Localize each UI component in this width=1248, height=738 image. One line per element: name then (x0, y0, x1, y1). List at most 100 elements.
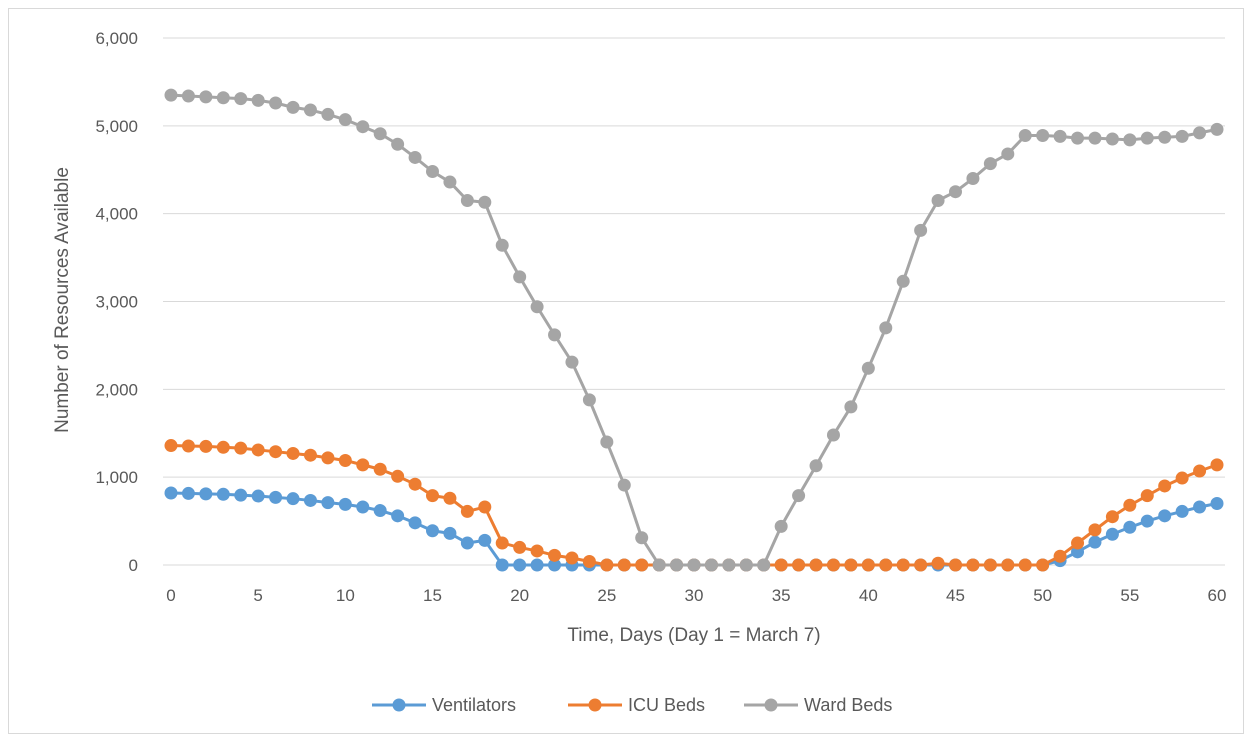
data-point (966, 172, 979, 185)
data-point (1123, 499, 1136, 512)
data-point (949, 559, 962, 572)
data-point (1106, 528, 1119, 541)
data-point (391, 138, 404, 151)
data-point (199, 440, 212, 453)
data-point (391, 509, 404, 522)
data-point (409, 478, 422, 491)
data-point (653, 559, 666, 572)
x-tick-label: 15 (423, 586, 442, 605)
data-point (217, 441, 230, 454)
data-point (618, 479, 631, 492)
data-point (234, 92, 247, 105)
data-point (321, 496, 334, 509)
data-point (1176, 505, 1189, 518)
data-point (844, 559, 857, 572)
data-point (531, 544, 544, 557)
y-tick-label: 6,000 (95, 29, 138, 48)
data-point (984, 559, 997, 572)
data-point (321, 108, 334, 121)
data-point (1071, 537, 1084, 550)
data-point (165, 486, 178, 499)
y-tick-label: 3,000 (95, 293, 138, 312)
data-point (287, 492, 300, 505)
data-point (304, 104, 317, 117)
data-point (339, 454, 352, 467)
data-point (496, 559, 509, 572)
data-point (321, 451, 334, 464)
data-point (199, 487, 212, 500)
data-point (513, 559, 526, 572)
data-point (234, 489, 247, 502)
x-tick-label: 60 (1208, 586, 1227, 605)
y-tick-label: 5,000 (95, 117, 138, 136)
data-point (234, 442, 247, 455)
data-point (339, 113, 352, 126)
data-point (810, 459, 823, 472)
data-point (426, 489, 439, 502)
data-point (1141, 132, 1154, 145)
data-point (165, 89, 178, 102)
data-point (513, 270, 526, 283)
data-point (757, 559, 770, 572)
data-point (478, 196, 491, 209)
x-tick-label: 40 (859, 586, 878, 605)
data-point (600, 559, 613, 572)
data-point (1088, 536, 1101, 549)
data-point (513, 541, 526, 554)
x-tick-label: 45 (946, 586, 965, 605)
data-point (531, 559, 544, 572)
data-point (548, 328, 561, 341)
data-point (1071, 132, 1084, 145)
data-point (461, 505, 474, 518)
data-point (1176, 130, 1189, 143)
data-point (1158, 509, 1171, 522)
data-point (391, 470, 404, 483)
legend-marker (765, 699, 778, 712)
data-point (1106, 510, 1119, 523)
data-point (165, 439, 178, 452)
data-point (984, 157, 997, 170)
data-point (1176, 472, 1189, 485)
data-point (1123, 521, 1136, 534)
data-point (1123, 133, 1136, 146)
data-point (792, 559, 805, 572)
data-point (949, 185, 962, 198)
data-point (862, 362, 875, 375)
data-point (1036, 129, 1049, 142)
data-point (1158, 479, 1171, 492)
data-point (496, 537, 509, 550)
data-point (199, 90, 212, 103)
data-point (252, 94, 265, 107)
x-tick-label: 55 (1120, 586, 1139, 605)
data-point (461, 194, 474, 207)
data-point (339, 498, 352, 511)
data-point (966, 559, 979, 572)
data-point (600, 436, 613, 449)
data-point (810, 559, 823, 572)
data-point (1141, 515, 1154, 528)
legend-marker (393, 699, 406, 712)
data-point (478, 501, 491, 514)
data-point (269, 491, 282, 504)
data-point (496, 239, 509, 252)
x-tick-label: 35 (772, 586, 791, 605)
x-tick-label: 0 (166, 586, 175, 605)
x-tick-label: 5 (253, 586, 262, 605)
data-point (1158, 131, 1171, 144)
data-point (635, 531, 648, 544)
legend-item: Ventilators (372, 695, 516, 715)
data-point (356, 501, 369, 514)
legend: Ventilators ICU Beds Ward Beds (372, 695, 892, 715)
data-point (304, 449, 317, 462)
legend-label: Ventilators (432, 695, 516, 715)
data-point (1001, 559, 1014, 572)
data-point (269, 445, 282, 458)
data-point (740, 559, 753, 572)
data-point (252, 490, 265, 503)
data-point (443, 176, 456, 189)
legend-marker (589, 699, 602, 712)
data-point (897, 275, 910, 288)
data-point (1088, 132, 1101, 145)
data-point (1054, 130, 1067, 143)
legend-item: Ward Beds (744, 695, 892, 715)
